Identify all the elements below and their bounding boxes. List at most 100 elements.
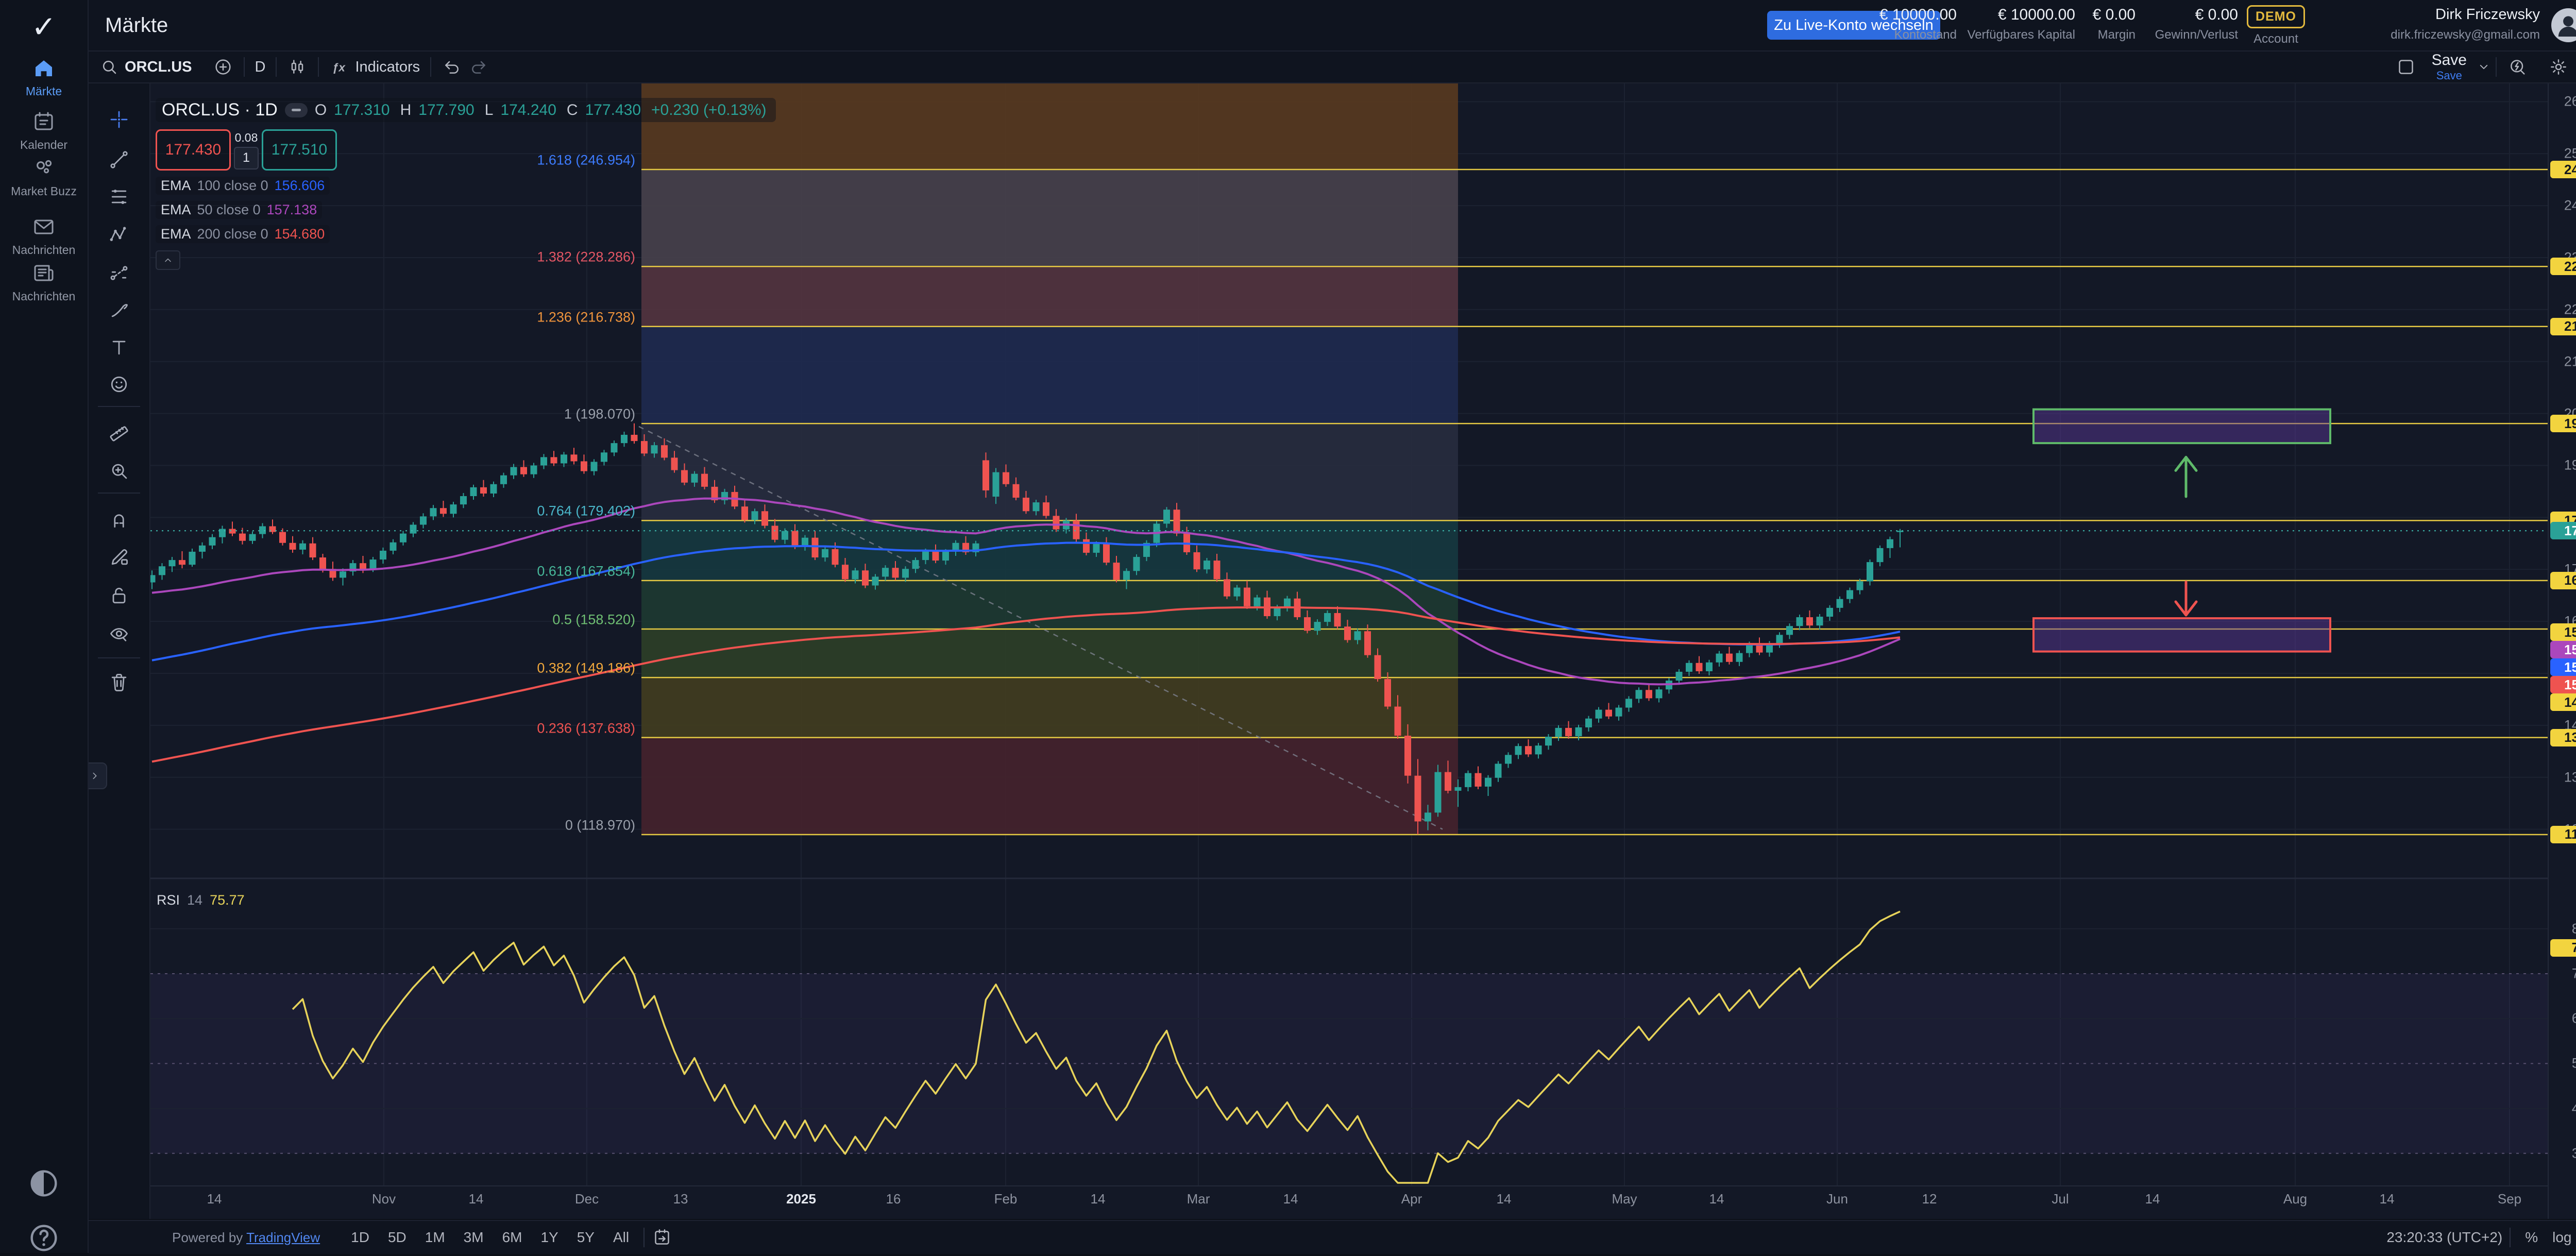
measure-tool-icon[interactable] — [108, 419, 130, 442]
indicators-button[interactable]: ƒx Indicators — [319, 52, 430, 82]
indicator-row-ema200[interactable]: EMA 200 close 0 154.680 — [156, 225, 330, 243]
sidebar-item-kalender[interactable]: Kalender — [0, 109, 88, 152]
range-button-6m[interactable]: 6M — [502, 1229, 522, 1245]
chart-area[interactable]: ORCL.US · 1D O 177.310 H 177.790 L 174.2… — [150, 83, 2576, 1219]
range-button-all[interactable]: All — [613, 1229, 630, 1245]
source-toggle[interactable] — [284, 103, 308, 117]
flash-search-icon — [2507, 57, 2528, 77]
range-button-1y[interactable]: 1Y — [540, 1229, 558, 1245]
sidebar-item-märkte[interactable]: Märkte — [0, 56, 88, 98]
price-tick: 220.000 — [2564, 301, 2576, 317]
ohlc-open-label: O — [314, 101, 327, 118]
text-tool-icon[interactable] — [108, 336, 130, 359]
pattern-tool-icon[interactable] — [108, 224, 130, 246]
quantity-field[interactable]: 1 — [234, 146, 259, 169]
clock[interactable]: 23:20:33 (UTC+2) — [2386, 1229, 2503, 1245]
range-button-1d[interactable]: 1D — [351, 1229, 369, 1245]
ohlc-change: +0.230 (+0.13%) — [651, 101, 767, 118]
ema-200-line[interactable] — [151, 606, 1901, 763]
range-button-1m[interactable]: 1M — [425, 1229, 445, 1245]
rsi-line — [292, 910, 1901, 1184]
stat-value: € 0.00 — [2092, 6, 2136, 23]
envelope-icon — [31, 214, 56, 239]
trend-line-tool-icon[interactable] — [108, 148, 130, 171]
switch-to-live-account-button[interactable]: Zu Live-Konto wechseln — [1767, 11, 1940, 40]
ema-100-line[interactable] — [151, 541, 1901, 661]
percent-scale-button[interactable]: % — [2525, 1229, 2538, 1245]
price-badge: 118.970 — [2550, 825, 2576, 843]
fib-retracement-tool-icon[interactable] — [108, 185, 130, 208]
interval-button[interactable]: D — [245, 52, 276, 82]
save-button[interactable]: Save Save — [2427, 53, 2472, 81]
down-arrow[interactable] — [2174, 580, 2198, 617]
hide-drawings-icon[interactable] — [108, 622, 130, 645]
time-tick: 2025 — [786, 1191, 816, 1207]
symbol-search[interactable]: ORCL.US — [89, 52, 202, 82]
rsi-tick: 80.00 — [2571, 921, 2576, 937]
stat-margin: € 0.00 Margin — [2093, 6, 2136, 42]
quick-search-button[interactable] — [2497, 57, 2538, 77]
save-menu-button[interactable] — [2472, 59, 2496, 75]
fx-icon: ƒx — [329, 57, 350, 77]
undo-button[interactable] — [431, 52, 465, 82]
price-chart-canvas[interactable] — [150, 83, 2576, 1219]
long-position-rect[interactable] — [2032, 408, 2331, 445]
candles[interactable] — [150, 423, 1904, 835]
time-tick: 13 — [673, 1191, 688, 1207]
collapse-indicators-button[interactable] — [156, 250, 180, 270]
page-title: Märkte — [105, 14, 168, 37]
sidebar-item-nachrichten[interactable]: Nachrichten — [0, 261, 88, 303]
range-button-3m[interactable]: 3M — [463, 1229, 484, 1245]
rsi-tick: 60.00 — [2571, 1010, 2576, 1026]
rsi-legend[interactable]: RSI 14 75.77 — [157, 892, 245, 908]
user-name: Dirk Friczewsky — [2435, 6, 2540, 23]
log-scale-button[interactable]: log — [2552, 1229, 2572, 1245]
price-scale[interactable]: 260.000250.000240.000230.000220.000210.0… — [2548, 83, 2576, 1219]
rsi-tick: 40.00 — [2571, 1100, 2576, 1116]
stat-label: Gewinn/Verlust — [2155, 28, 2238, 42]
help-icon[interactable] — [26, 1220, 62, 1256]
time-tick: May — [1612, 1191, 1637, 1207]
brush-tool-icon[interactable] — [108, 299, 130, 321]
compare-add-symbol-button[interactable] — [202, 52, 244, 82]
sell-button[interactable]: 177.430 — [156, 129, 231, 171]
avatar[interactable] — [2551, 8, 2576, 42]
tradingview-link[interactable]: TradingView — [246, 1229, 320, 1245]
go-to-date-icon[interactable] — [652, 1227, 672, 1248]
fib-label-0.5: 0.5 (158.520) — [552, 612, 635, 627]
layout-button[interactable] — [2385, 57, 2427, 77]
symbol-title[interactable]: ORCL.US · 1D — [162, 100, 278, 120]
emoji-tool-icon[interactable] — [108, 373, 130, 396]
buy-button[interactable]: 177.510 — [262, 129, 337, 171]
projection-tool-icon[interactable] — [108, 262, 130, 284]
stay-in-drawing-mode-icon[interactable] — [108, 546, 130, 569]
sidebar-item-market-buzz[interactable]: Market Buzz — [0, 156, 88, 198]
indicator-name: EMA — [161, 226, 191, 242]
lock-drawings-icon[interactable] — [108, 584, 130, 607]
chart-legend: ORCL.US · 1D O 177.310 H 177.790 L 174.2… — [156, 98, 776, 270]
spread-value: 0.08 — [234, 130, 258, 144]
save-status: Save — [2436, 69, 2462, 82]
sidebar-item-nachrichten[interactable]: Nachrichten — [0, 214, 88, 257]
indicator-row-ema100[interactable]: EMA 100 close 0 156.606 — [156, 177, 330, 195]
chart-type-button[interactable] — [277, 52, 318, 82]
remove-drawings-icon[interactable] — [108, 671, 130, 693]
ema-50-line[interactable] — [151, 497, 1901, 686]
redo-button[interactable] — [465, 52, 499, 82]
range-button-5y[interactable]: 5Y — [577, 1229, 595, 1245]
magnet-mode-icon[interactable] — [108, 508, 130, 531]
fib-label-0.764: 0.764 (179.402) — [537, 503, 635, 519]
chart-settings-button[interactable] — [2538, 57, 2576, 77]
crosshair-tool-icon[interactable] — [108, 108, 130, 131]
range-button-5d[interactable]: 5D — [387, 1229, 406, 1245]
short-position-rect[interactable] — [2032, 617, 2331, 653]
indicator-row-ema50[interactable]: EMA 50 close 0 157.138 — [156, 201, 323, 219]
zoom-in-tool-icon[interactable] — [108, 460, 130, 482]
up-arrow[interactable] — [2174, 455, 2198, 498]
time-tick: 14 — [1283, 1191, 1298, 1207]
theme-toggle-icon[interactable] — [26, 1165, 62, 1201]
price-badge: 157.138 — [2550, 641, 2576, 658]
app-logo[interactable]: ✓ — [31, 10, 57, 44]
fib-label-1: 1 (198.070) — [564, 406, 635, 422]
